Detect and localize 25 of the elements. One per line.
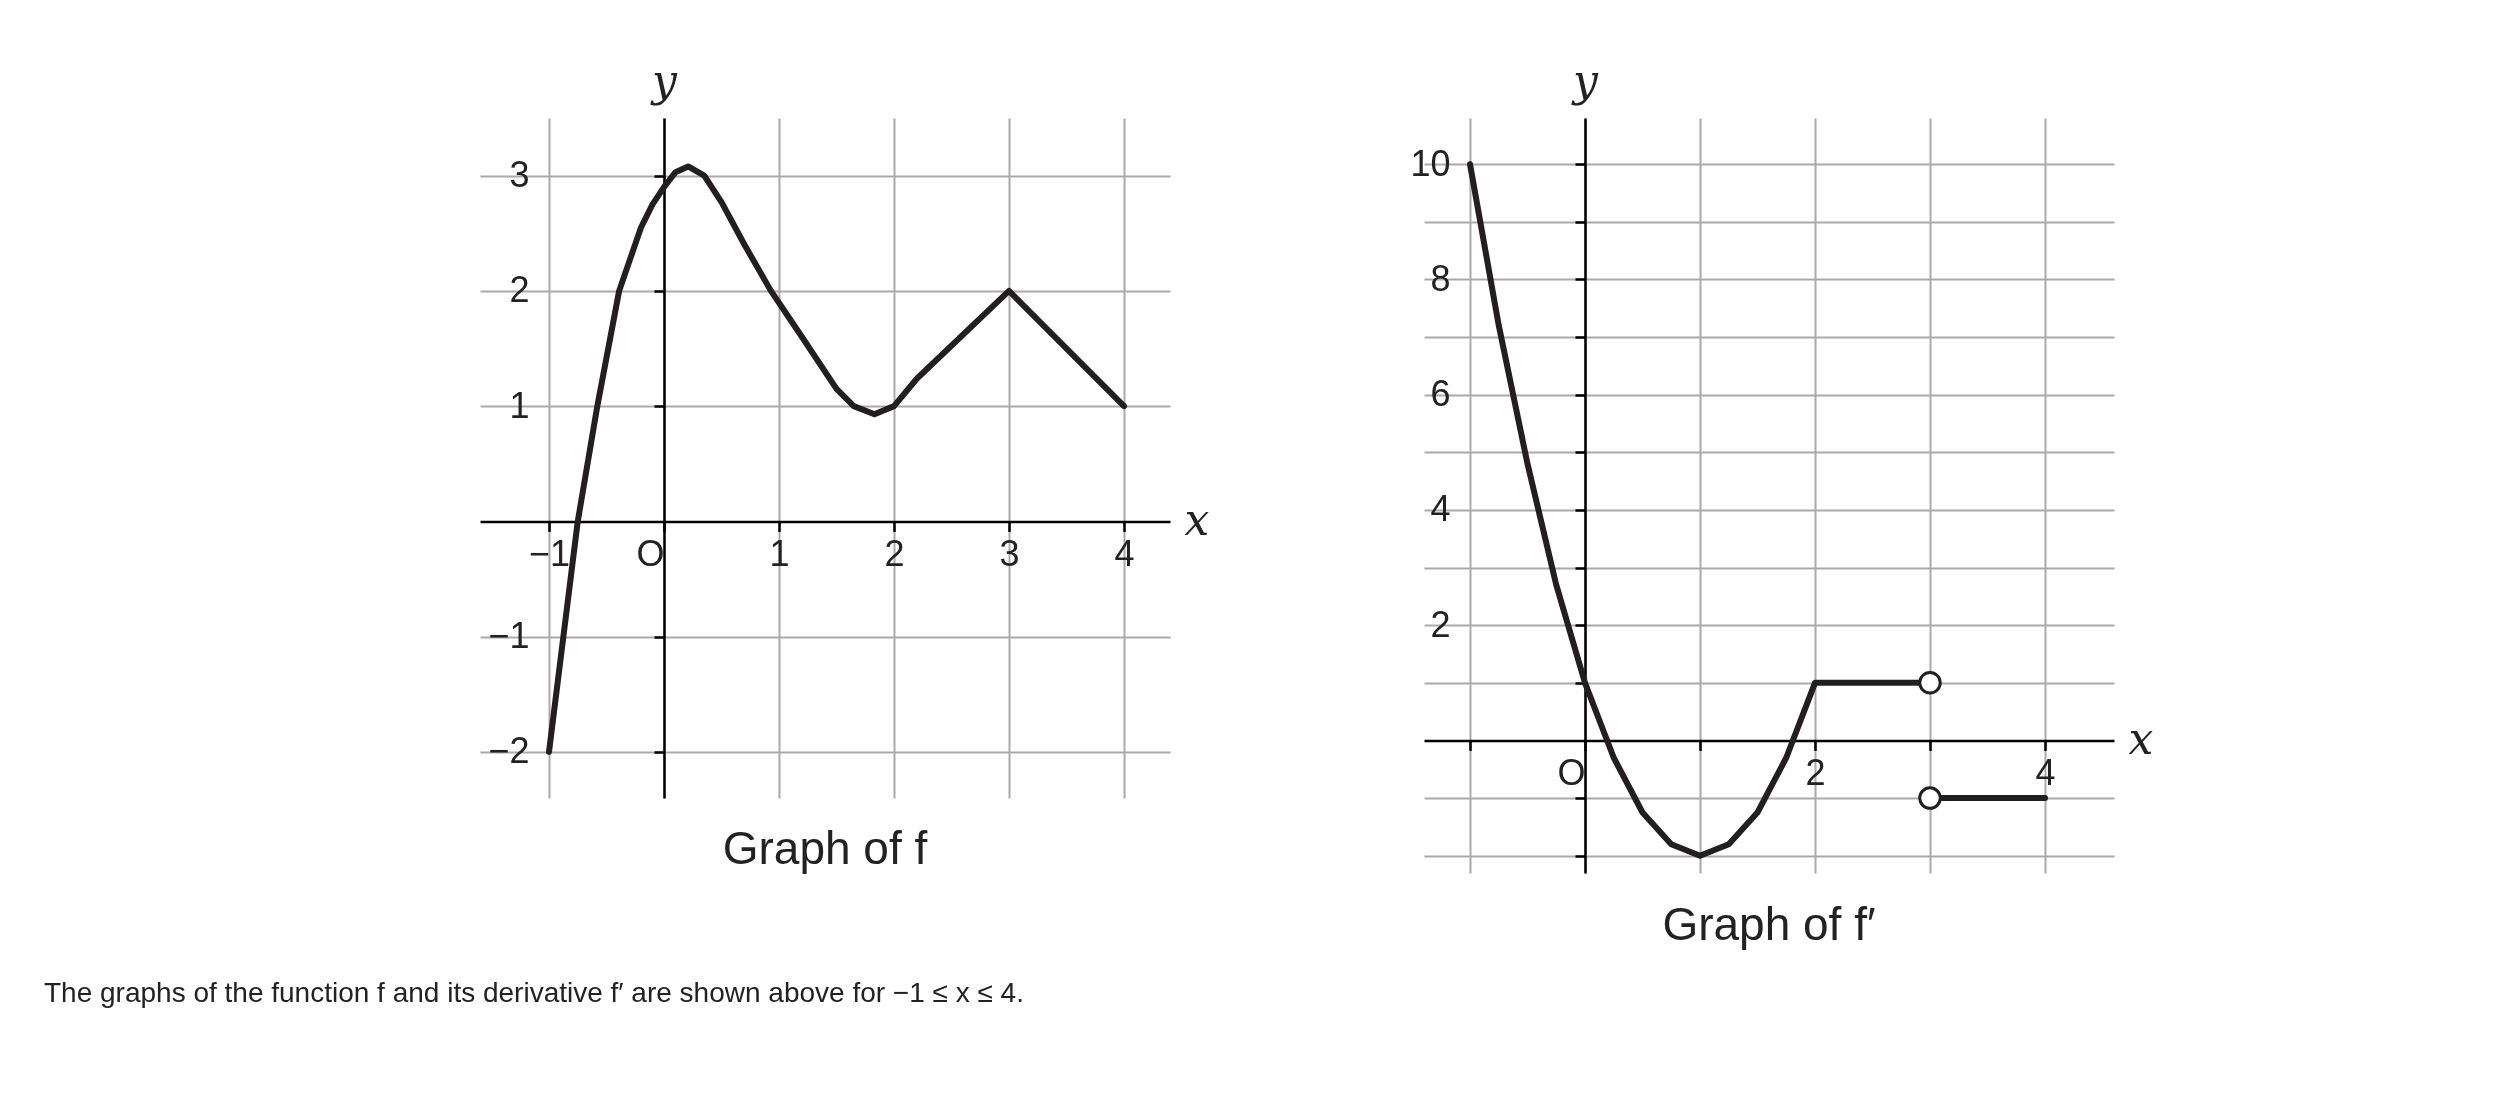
y-tick-label: 8 [1430, 257, 1451, 299]
x-tick-label: 2 [1805, 751, 1826, 793]
x-tick-label: 2 [884, 532, 905, 574]
x-tick-label: 4 [2035, 751, 2056, 793]
x-axis-title: x [1184, 493, 1210, 545]
x-tick-label: 3 [999, 532, 1020, 574]
y-tick-label: −2 [488, 730, 530, 772]
x-tick-label: 1 [769, 532, 790, 574]
y-tick-label: 2 [509, 269, 530, 311]
y-tick-label: 3 [509, 154, 530, 196]
y-tick-label: −1 [488, 615, 530, 657]
text: Graph of f′ [1662, 897, 1876, 950]
y-tick-label: 2 [1430, 603, 1451, 645]
text: Graph of f [722, 822, 928, 874]
y-axis-title: y [1571, 54, 1600, 106]
x-tick-label: 4 [1114, 532, 1135, 574]
y-tick-label: 10 [1410, 142, 1451, 184]
text: The graphs of the function f and its derivative f′ are shown above for −1 ≤ x ≤ 4. [44, 977, 1025, 1009]
y-axis-title: y [650, 54, 679, 106]
x-tick-label: O [1557, 751, 1586, 793]
x-axis-title: x [2128, 712, 2154, 764]
x-tick-label: O [636, 532, 665, 574]
y-tick-label: 6 [1430, 373, 1451, 415]
y-tick-label: 4 [1430, 488, 1451, 530]
y-tick-label: 1 [509, 384, 530, 426]
